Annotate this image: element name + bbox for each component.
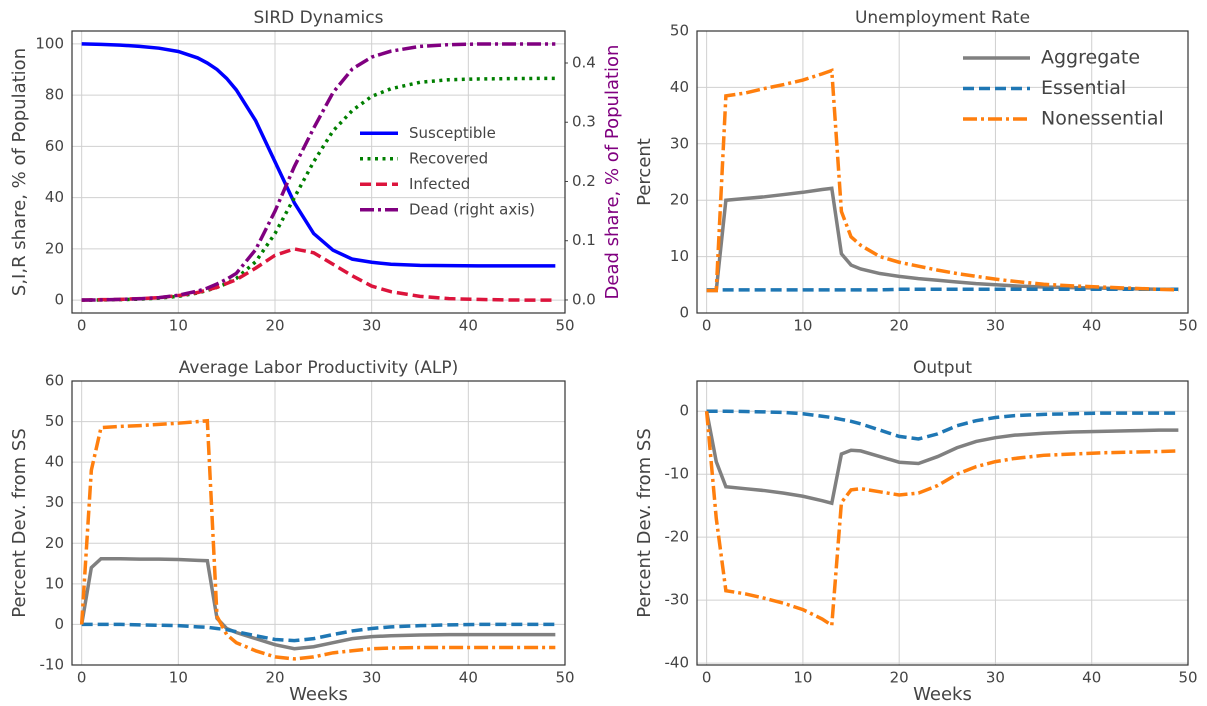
x-tick-label: 50 [555,669,574,687]
y-tick-label: 0 [54,291,64,309]
y-tick-label: 20 [45,534,64,552]
x-tick-label: 20 [265,317,284,335]
x-tick-label: 40 [1082,317,1101,335]
y-tick-label: -10 [665,465,690,483]
y-tick-label: 40 [670,78,689,96]
y-tick-label: 50 [45,412,64,430]
subplot: 0 10 20 30 40 50 -40 -30 -20 -10 0 Output Percent De… [634,358,1198,705]
legend: Susceptible Recovered Infected Dead (right … [360,124,535,218]
x-tick-label: 50 [1178,317,1197,335]
y-tick-label: 40 [45,453,64,471]
subplot: 0 10 20 30 40 50 -10 0 10 20 30 40 50 60 Average Labor… [9,358,575,705]
plot-frame [696,380,1189,666]
chart-title: SIRD Dynamics [254,8,384,28]
y-tick-label: -40 [665,654,690,672]
y-tick-label: 50 [670,22,689,40]
legend: Aggregate Essential Nonessential [963,47,1164,130]
series-line [706,68,1179,293]
x-tick-label: 40 [459,669,478,687]
x-tick-label: 10 [169,317,188,335]
legend-label: Nonessential [1041,108,1164,130]
y-axis-label: Percent Dev. from SS [634,428,655,618]
y-axis-label: S,I,R share, % of Population [9,48,30,296]
y-tick-label: 80 [45,86,64,104]
x-tick-label: 10 [169,669,188,687]
chart-title: Average Labor Productivity (ALP) [179,358,459,378]
y-tick-label: 0 [54,615,64,633]
chart-title: Unemployment Rate [855,8,1030,28]
x-tick-label: 10 [793,317,812,335]
x-tick-label: 50 [555,317,574,335]
plot-frame [696,30,1189,314]
y2-tick-label: 0.3 [572,113,596,131]
plot-frame [71,30,566,314]
y2-axis-label: Dead share, % of Population [602,45,623,300]
x-tick-label: 40 [459,317,478,335]
x-axis-label: Weeks [913,684,972,702]
x-tick-label: 10 [793,669,812,687]
series-line [79,556,556,651]
y-tick-label: -30 [665,591,690,609]
series-line [706,409,1179,441]
y-tick-label: 30 [670,134,689,152]
y2-tick-label: 0.1 [572,231,596,249]
x-tick-label: 20 [265,669,284,687]
y-axis-label: Percent Dev. from SS [9,428,30,618]
series-line [81,622,556,643]
chart-title: Output [913,358,972,378]
x-tick-label: 30 [362,317,381,335]
x-tick-label: 0 [77,317,87,335]
legend-label: Infected [409,175,470,193]
legend-label: Dead (right axis) [409,200,535,218]
y-tick-label: 20 [45,239,64,257]
x-tick-label: 30 [986,669,1005,687]
y2-tick-label: 0.2 [572,172,596,190]
x-tick-label: 0 [702,317,712,335]
x-tick-label: 40 [1082,669,1101,687]
x-tick-label: 50 [1178,669,1197,687]
series-line [704,411,1179,629]
subplot: 0 10 20 30 40 50 0 10 20 30 40 50 Unemployment Rate P… [634,8,1198,335]
y-tick-label: 40 [45,188,64,206]
series-line [706,287,1179,292]
y-tick-label: 10 [45,574,64,592]
y-tick-label: 10 [670,247,689,265]
x-axis-label: Weeks [289,684,348,702]
y-tick-label: 60 [45,137,64,155]
series-line [79,418,556,661]
subplot: 0 10 20 30 40 50 0 20 40 60 80 100 0.0 0.1 0.2 0.3 0.4 SI… [9,8,623,335]
y-tick-label: 30 [45,493,64,511]
legend-label: Aggregate [1041,47,1140,69]
y-tick-label: 0 [679,402,689,420]
y-tick-label: -10 [40,656,65,674]
y-tick-label: 100 [35,34,64,52]
legend-label: Susceptible [409,124,496,142]
y-tick-label: 20 [670,191,689,209]
y2-tick-label: 0.4 [572,53,596,71]
plot-frame [71,380,566,666]
y-tick-label: 0 [679,304,689,322]
y-tick-label: 60 [45,372,64,390]
series-line [706,186,1179,293]
series-line [704,410,1179,506]
y-axis-label: Percent [634,138,655,206]
y2-tick-label: 0.0 [572,290,596,308]
legend-label: Recovered [409,149,488,167]
y-tick-label: -20 [665,528,690,546]
legend-label: Essential [1041,77,1126,99]
x-tick-label: 30 [362,669,381,687]
x-tick-label: 20 [890,317,909,335]
x-tick-label: 0 [77,669,87,687]
x-tick-label: 0 [702,669,712,687]
x-tick-label: 20 [890,669,909,687]
x-tick-label: 30 [986,317,1005,335]
series-line [81,42,556,268]
series-line [81,247,556,302]
series-line [81,42,556,302]
